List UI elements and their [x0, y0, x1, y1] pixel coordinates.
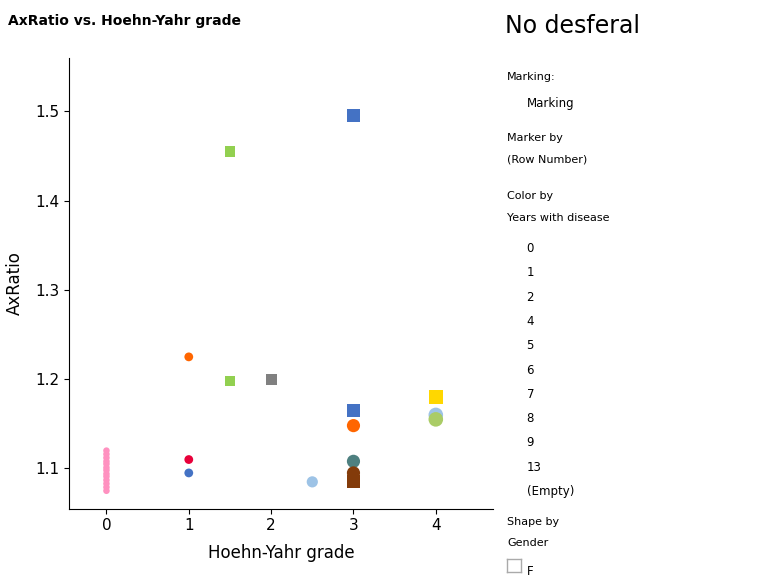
Text: (Row Number): (Row Number): [507, 155, 588, 165]
Point: [100, 453, 113, 462]
Point: [100, 479, 113, 488]
Point: [100, 466, 113, 475]
Text: Marking: Marking: [527, 97, 574, 109]
X-axis label: Hoehn-Yahr grade: Hoehn-Yahr grade: [208, 544, 355, 562]
Y-axis label: AxRatio: AxRatio: [6, 251, 25, 315]
Point: [183, 352, 195, 361]
Text: 8: 8: [527, 412, 534, 425]
Text: Shape by: Shape by: [507, 517, 560, 527]
Point: [100, 472, 113, 481]
Point: [306, 477, 318, 487]
Text: Color by: Color by: [507, 191, 554, 201]
Point: [347, 477, 359, 487]
Point: [347, 468, 359, 477]
Point: [347, 406, 359, 415]
Text: (Empty): (Empty): [527, 485, 574, 498]
Text: Marker by: Marker by: [507, 133, 563, 143]
Point: [100, 463, 113, 472]
Text: 4: 4: [527, 315, 534, 328]
Text: 5: 5: [527, 339, 534, 352]
Point: [100, 486, 113, 495]
Point: [100, 460, 113, 469]
Text: 0: 0: [527, 242, 534, 255]
Point: [429, 410, 442, 420]
Point: [100, 457, 113, 466]
Point: [224, 147, 236, 156]
Point: [347, 421, 359, 430]
Point: [347, 111, 359, 120]
Point: [100, 450, 113, 459]
Point: [429, 392, 442, 402]
Point: [100, 476, 113, 485]
Text: AxRatio vs. Hoehn-Yahr grade: AxRatio vs. Hoehn-Yahr grade: [8, 14, 241, 28]
Text: 1: 1: [527, 266, 534, 279]
Text: 6: 6: [527, 364, 534, 376]
Text: 9: 9: [527, 436, 534, 449]
Point: [100, 483, 113, 492]
Text: Gender: Gender: [507, 538, 549, 549]
Point: [100, 469, 113, 479]
Point: [183, 455, 195, 464]
Point: [265, 375, 278, 384]
Point: [429, 415, 442, 424]
Point: [224, 376, 236, 386]
Text: Marking:: Marking:: [507, 72, 556, 82]
Text: No desferal: No desferal: [505, 14, 640, 39]
Text: 13: 13: [527, 461, 541, 473]
Text: Years with disease: Years with disease: [507, 213, 610, 223]
Point: [347, 457, 359, 466]
Point: [183, 468, 195, 477]
Text: F: F: [527, 565, 534, 578]
Point: [100, 446, 113, 455]
Text: 2: 2: [527, 291, 534, 303]
Text: 7: 7: [527, 388, 534, 401]
